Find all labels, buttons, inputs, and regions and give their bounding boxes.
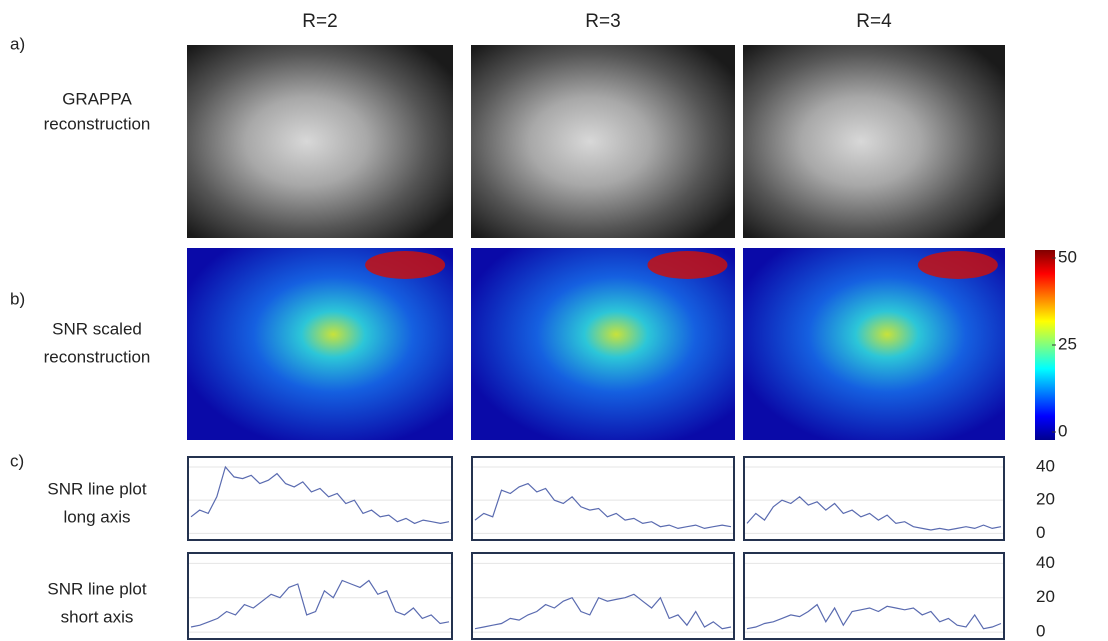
column-header: R=4 bbox=[856, 11, 892, 32]
plot-frame bbox=[187, 456, 453, 541]
column-header: R=2 bbox=[302, 11, 337, 32]
row-label: SNR line plot bbox=[47, 479, 146, 498]
y-tick-label: 0 bbox=[1036, 523, 1045, 542]
column-header: R=3 bbox=[585, 11, 620, 32]
row-label: GRAPPA bbox=[62, 89, 132, 108]
plot-frame bbox=[471, 456, 735, 541]
snr-hotspot bbox=[917, 251, 998, 279]
row-label: SNR line plot bbox=[47, 579, 146, 598]
row-label: reconstruction bbox=[44, 114, 151, 133]
grappa-image bbox=[743, 45, 1005, 238]
row-letter: b) bbox=[10, 289, 25, 308]
snr-line bbox=[474, 593, 732, 630]
plot-frame bbox=[187, 552, 453, 640]
row-letter: c) bbox=[10, 451, 24, 470]
snr-line bbox=[746, 603, 1002, 630]
snr-line bbox=[746, 496, 1002, 531]
row-label: short axis bbox=[61, 607, 134, 626]
plot-frame bbox=[743, 552, 1005, 640]
snr-image bbox=[471, 248, 735, 440]
plot-frame bbox=[471, 552, 735, 640]
colorbar-tick-label: 0 bbox=[1058, 421, 1067, 440]
row-label: long axis bbox=[63, 507, 130, 526]
snr-hotspot bbox=[647, 251, 728, 279]
snr-image bbox=[187, 248, 453, 440]
y-tick-label: 40 bbox=[1036, 553, 1055, 572]
y-tick-label: 40 bbox=[1036, 456, 1055, 475]
snr-line bbox=[190, 465, 450, 525]
row-letter: a) bbox=[10, 34, 25, 53]
colorbar bbox=[1035, 250, 1055, 440]
colorbar-tick-label: 25 bbox=[1058, 334, 1077, 353]
y-tick-label: 0 bbox=[1036, 622, 1045, 641]
y-tick-label: 20 bbox=[1036, 587, 1055, 606]
row-label: SNR scaled bbox=[52, 319, 142, 338]
snr-image bbox=[743, 248, 1005, 440]
snr-hotspot bbox=[365, 251, 446, 279]
snr-line bbox=[474, 482, 732, 530]
colorbar-tick-label: 50 bbox=[1058, 247, 1077, 266]
y-tick-label: 20 bbox=[1036, 490, 1055, 509]
grappa-image bbox=[471, 45, 735, 238]
plot-frame bbox=[743, 456, 1005, 541]
row-label: reconstruction bbox=[44, 347, 151, 366]
grappa-image bbox=[187, 45, 453, 238]
snr-line bbox=[190, 579, 450, 628]
